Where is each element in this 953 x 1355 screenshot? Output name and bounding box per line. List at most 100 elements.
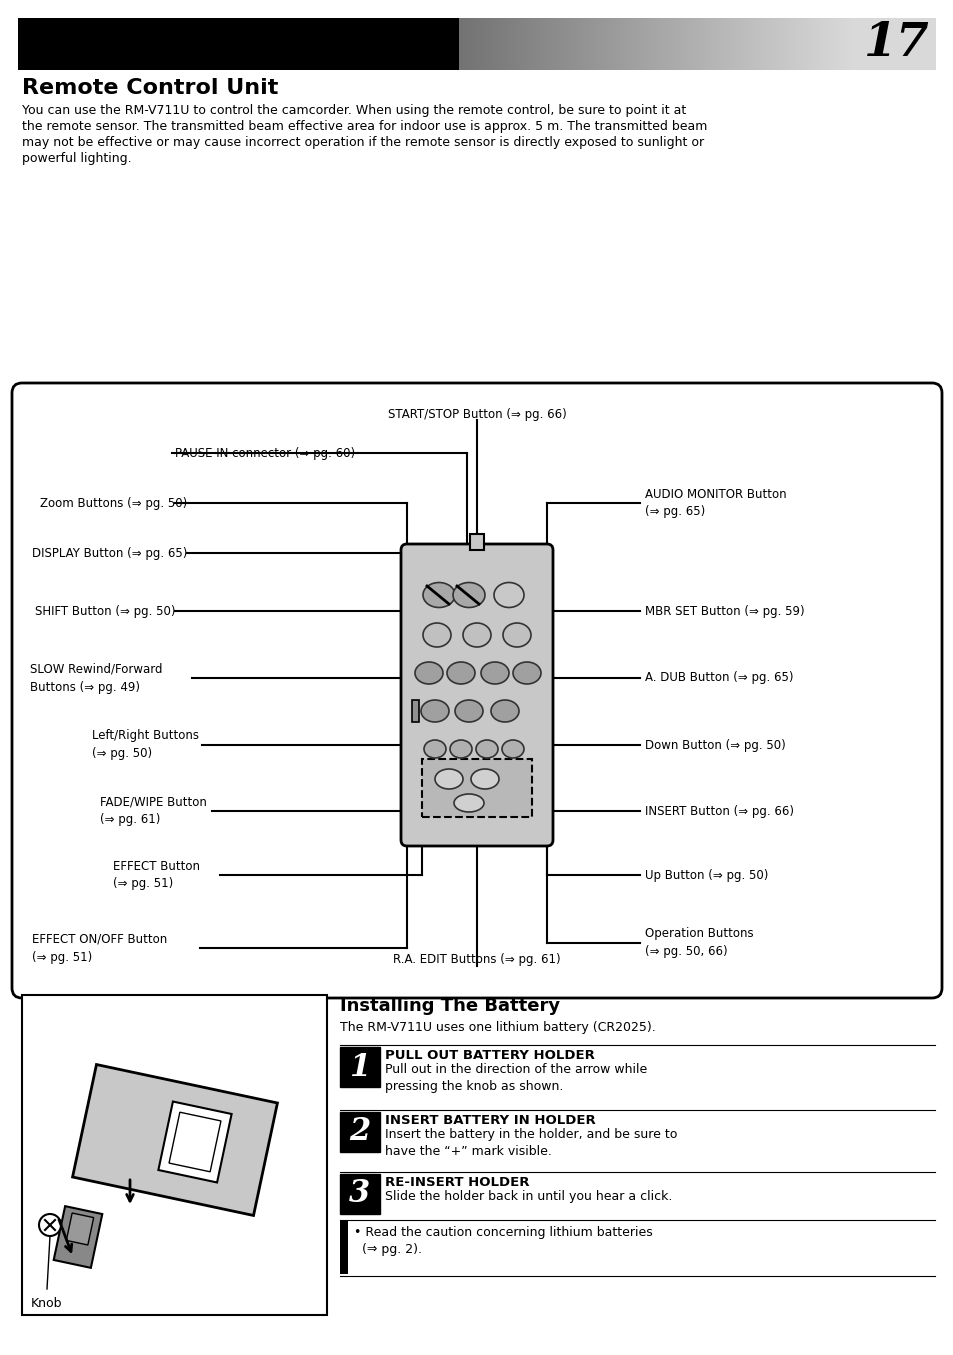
- Bar: [279, 18, 281, 70]
- Bar: [560, 18, 562, 70]
- Bar: [565, 18, 566, 70]
- Bar: [456, 18, 457, 70]
- Bar: [347, 18, 349, 70]
- Bar: [488, 18, 490, 70]
- Bar: [574, 18, 576, 70]
- Bar: [731, 18, 733, 70]
- Bar: [698, 18, 700, 70]
- Bar: [888, 18, 890, 70]
- Bar: [624, 18, 626, 70]
- Bar: [460, 18, 462, 70]
- Bar: [934, 18, 936, 70]
- Bar: [116, 18, 118, 70]
- Bar: [288, 18, 289, 70]
- Bar: [756, 18, 758, 70]
- Bar: [923, 18, 924, 70]
- Bar: [125, 18, 126, 70]
- Bar: [274, 18, 275, 70]
- Polygon shape: [169, 1112, 221, 1172]
- Bar: [562, 18, 564, 70]
- Bar: [668, 18, 670, 70]
- Bar: [729, 18, 730, 70]
- Bar: [339, 1047, 379, 1087]
- Bar: [558, 18, 559, 70]
- Bar: [342, 18, 344, 70]
- Bar: [521, 18, 523, 70]
- Bar: [550, 18, 552, 70]
- Bar: [584, 18, 586, 70]
- Bar: [379, 18, 380, 70]
- Bar: [726, 18, 728, 70]
- Ellipse shape: [494, 583, 523, 607]
- Bar: [719, 18, 720, 70]
- Bar: [595, 18, 597, 70]
- Bar: [692, 18, 694, 70]
- Bar: [158, 18, 159, 70]
- Bar: [812, 18, 814, 70]
- Bar: [837, 18, 838, 70]
- Bar: [453, 18, 454, 70]
- Bar: [94, 18, 96, 70]
- Bar: [297, 18, 299, 70]
- Bar: [200, 18, 202, 70]
- Bar: [661, 18, 662, 70]
- Bar: [402, 18, 404, 70]
- Bar: [203, 18, 204, 70]
- Bar: [606, 18, 608, 70]
- Bar: [721, 18, 723, 70]
- Bar: [404, 18, 406, 70]
- Bar: [929, 18, 931, 70]
- Bar: [356, 18, 357, 70]
- Bar: [437, 18, 439, 70]
- Bar: [422, 18, 424, 70]
- Ellipse shape: [476, 740, 497, 757]
- Bar: [679, 18, 681, 70]
- Bar: [319, 18, 321, 70]
- Bar: [895, 18, 897, 70]
- Bar: [769, 18, 770, 70]
- Text: 3: 3: [349, 1179, 370, 1210]
- Bar: [635, 18, 637, 70]
- Bar: [314, 18, 315, 70]
- Bar: [619, 18, 621, 70]
- Bar: [267, 18, 269, 70]
- Bar: [138, 18, 140, 70]
- Bar: [662, 18, 664, 70]
- Bar: [868, 18, 870, 70]
- Text: Up Button (⇒ pg. 50): Up Button (⇒ pg. 50): [644, 869, 767, 882]
- Bar: [388, 18, 390, 70]
- Bar: [686, 18, 688, 70]
- Text: Zoom Buttons (⇒ pg. 50): Zoom Buttons (⇒ pg. 50): [40, 496, 187, 509]
- Bar: [170, 18, 171, 70]
- Bar: [243, 18, 244, 70]
- Bar: [492, 18, 493, 70]
- Bar: [840, 18, 841, 70]
- Bar: [320, 18, 322, 70]
- Bar: [87, 18, 89, 70]
- Bar: [261, 18, 263, 70]
- Bar: [808, 18, 809, 70]
- Bar: [515, 18, 516, 70]
- Bar: [51, 18, 52, 70]
- Bar: [883, 18, 885, 70]
- Bar: [681, 18, 683, 70]
- Bar: [628, 18, 630, 70]
- Bar: [58, 18, 60, 70]
- Text: EFFECT Button
(⇒ pg. 51): EFFECT Button (⇒ pg. 51): [112, 859, 200, 890]
- Bar: [926, 18, 927, 70]
- Bar: [693, 18, 695, 70]
- Bar: [109, 18, 111, 70]
- Bar: [612, 18, 614, 70]
- Bar: [40, 18, 41, 70]
- Ellipse shape: [39, 1214, 61, 1236]
- Ellipse shape: [415, 663, 442, 684]
- Bar: [127, 18, 129, 70]
- Bar: [412, 701, 418, 722]
- Bar: [245, 18, 247, 70]
- Bar: [349, 18, 351, 70]
- Bar: [651, 18, 653, 70]
- Bar: [131, 18, 132, 70]
- Ellipse shape: [420, 701, 449, 722]
- Bar: [393, 18, 395, 70]
- Bar: [828, 18, 830, 70]
